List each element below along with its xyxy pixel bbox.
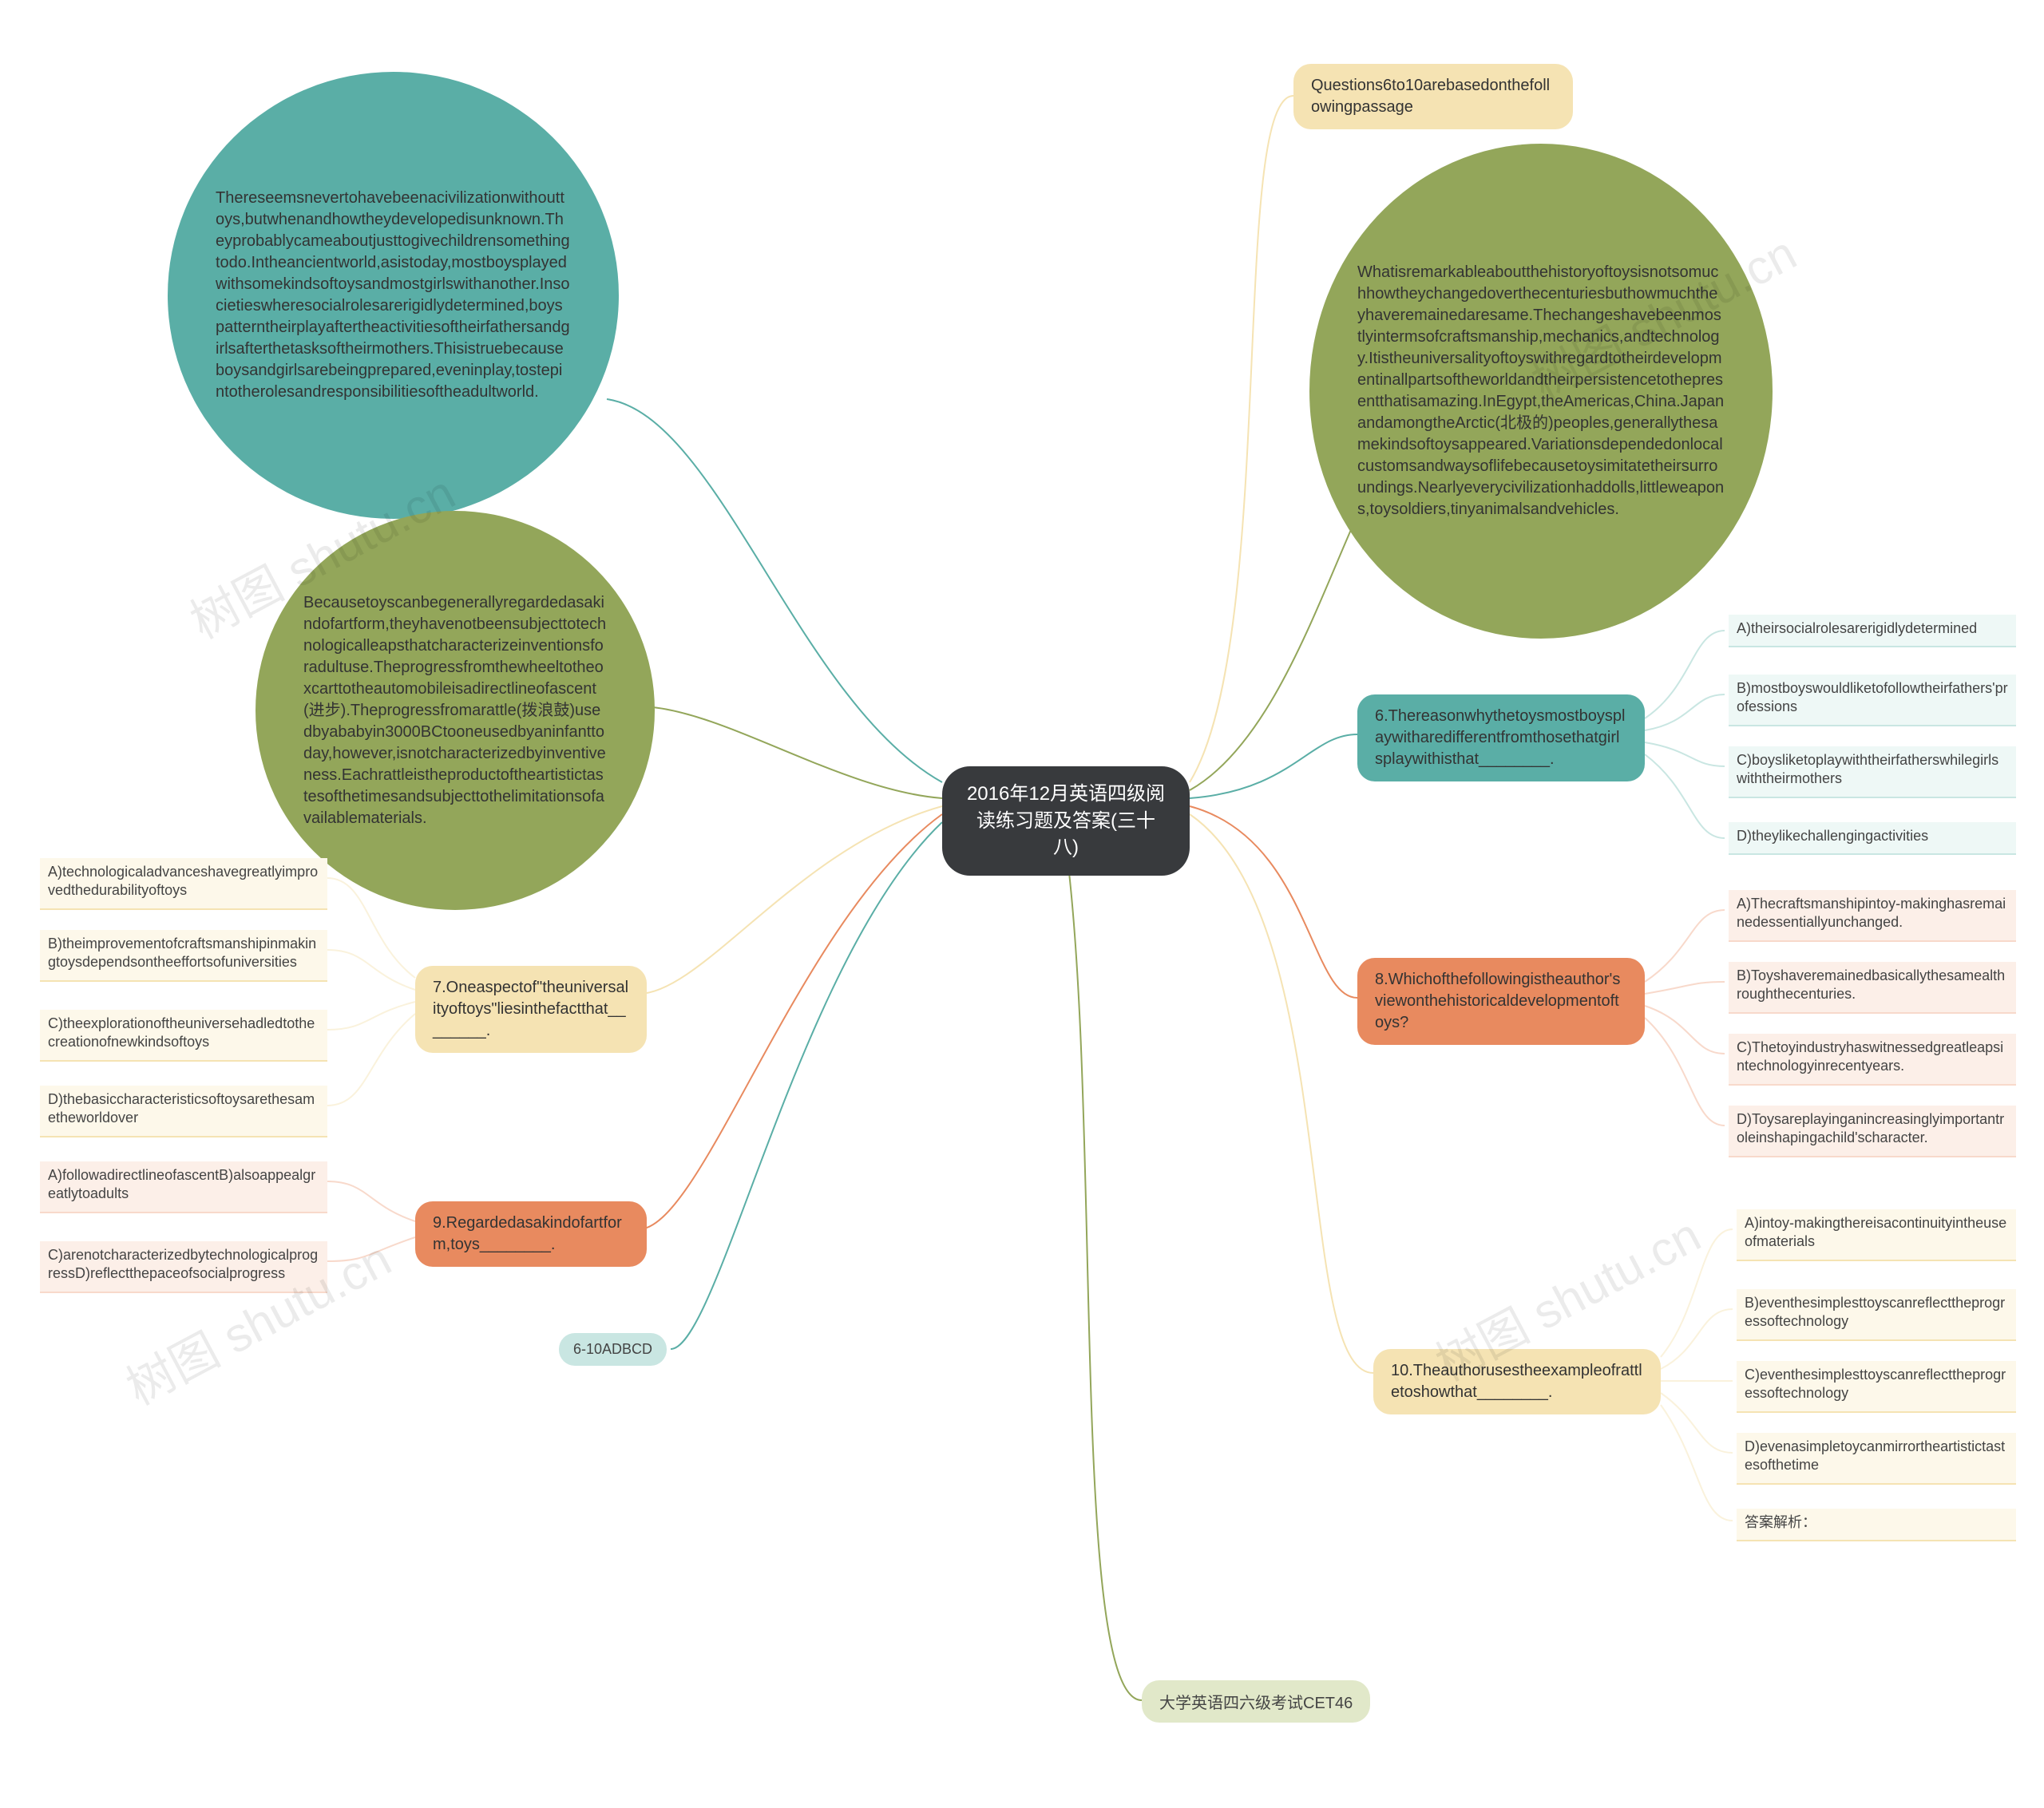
- q6-opt-a: A)theirsocialrolesarerigidlydetermined: [1729, 615, 2016, 647]
- q10-answer-note: 答案解析：: [1737, 1509, 2016, 1541]
- q7-opt-c: C)theexplorationoftheuniversehadledtothe…: [40, 1010, 327, 1062]
- q8-opt-b: B)Toyshaveremainedbasicallythesamealthro…: [1729, 962, 2016, 1014]
- q6-opt-b: B)mostboyswouldliketofollowtheirfathers'…: [1729, 675, 2016, 726]
- answer-key-pill: 6-10ADBCD: [559, 1333, 667, 1366]
- q8-opt-d: D)Toysareplayinganincreasinglyimportantr…: [1729, 1106, 2016, 1157]
- q8-opt-c: C)Thetoyindustryhaswitnessedgreatleapsin…: [1729, 1034, 2016, 1086]
- q9-opt-c: C)arenotcharacterizedbytechnologicalprog…: [40, 1241, 327, 1293]
- q8-pill[interactable]: 8.Whichofthefollowingistheauthor'sviewon…: [1357, 958, 1645, 1045]
- q10-pill[interactable]: 10.Theauthorusestheexampleofrattletoshow…: [1373, 1349, 1661, 1414]
- q8-opt-a: A)Thecraftsmanshipintoy-makinghasremaine…: [1729, 890, 2016, 942]
- q7-pill[interactable]: 7.Oneaspectof"theuniversalityoftoys"lies…: [415, 966, 647, 1053]
- q6-opt-d: D)theylikechallengingactivities: [1729, 822, 2016, 855]
- q7-opt-d: D)thebasiccharacteristicsoftoysarethesam…: [40, 1086, 327, 1137]
- q10-opt-a: A)intoy-makingthereisacontinuityintheuse…: [1737, 1209, 2016, 1261]
- passage-blob-1: Thereseemsnevertohavebeenacivilizationwi…: [168, 72, 619, 519]
- q9-pill[interactable]: 9.Regardedasakindofartform,toys________.: [415, 1201, 647, 1267]
- q7-opt-b: B)theimprovementofcraftsmanshipinmakingt…: [40, 930, 327, 982]
- q6-opt-c: C)boysliketoplaywiththeirfatherswhilegir…: [1729, 746, 2016, 798]
- q9-opt-a: A)followadirectlineofascentB)alsoappealg…: [40, 1161, 327, 1213]
- q7-opt-a: A)technologicaladvanceshavegreatlyimprov…: [40, 858, 327, 910]
- q6-pill[interactable]: 6.Thereasonwhythetoysmostboysplaywithare…: [1357, 694, 1645, 781]
- q10-opt-d: D)evenasimpletoycanmirrortheartistictast…: [1737, 1433, 2016, 1485]
- category-label: 大学英语四六级考试CET46: [1142, 1680, 1370, 1723]
- center-node[interactable]: 2016年12月英语四级阅读练习题及答案(三十八): [942, 766, 1190, 876]
- passage-blob-2: Becausetoyscanbegenerallyregardedasakind…: [256, 511, 655, 910]
- q10-opt-c: C)eventhesimplesttoyscanreflecttheprogre…: [1737, 1361, 2016, 1413]
- passage-blob-3: Whatisremarkableaboutthehistoryoftoysisn…: [1309, 144, 1773, 639]
- questions-intro-pill: Questions6to10arebasedonthefollowingpass…: [1293, 64, 1573, 129]
- q10-opt-b: B)eventhesimplesttoyscanreflecttheprogre…: [1737, 1289, 2016, 1341]
